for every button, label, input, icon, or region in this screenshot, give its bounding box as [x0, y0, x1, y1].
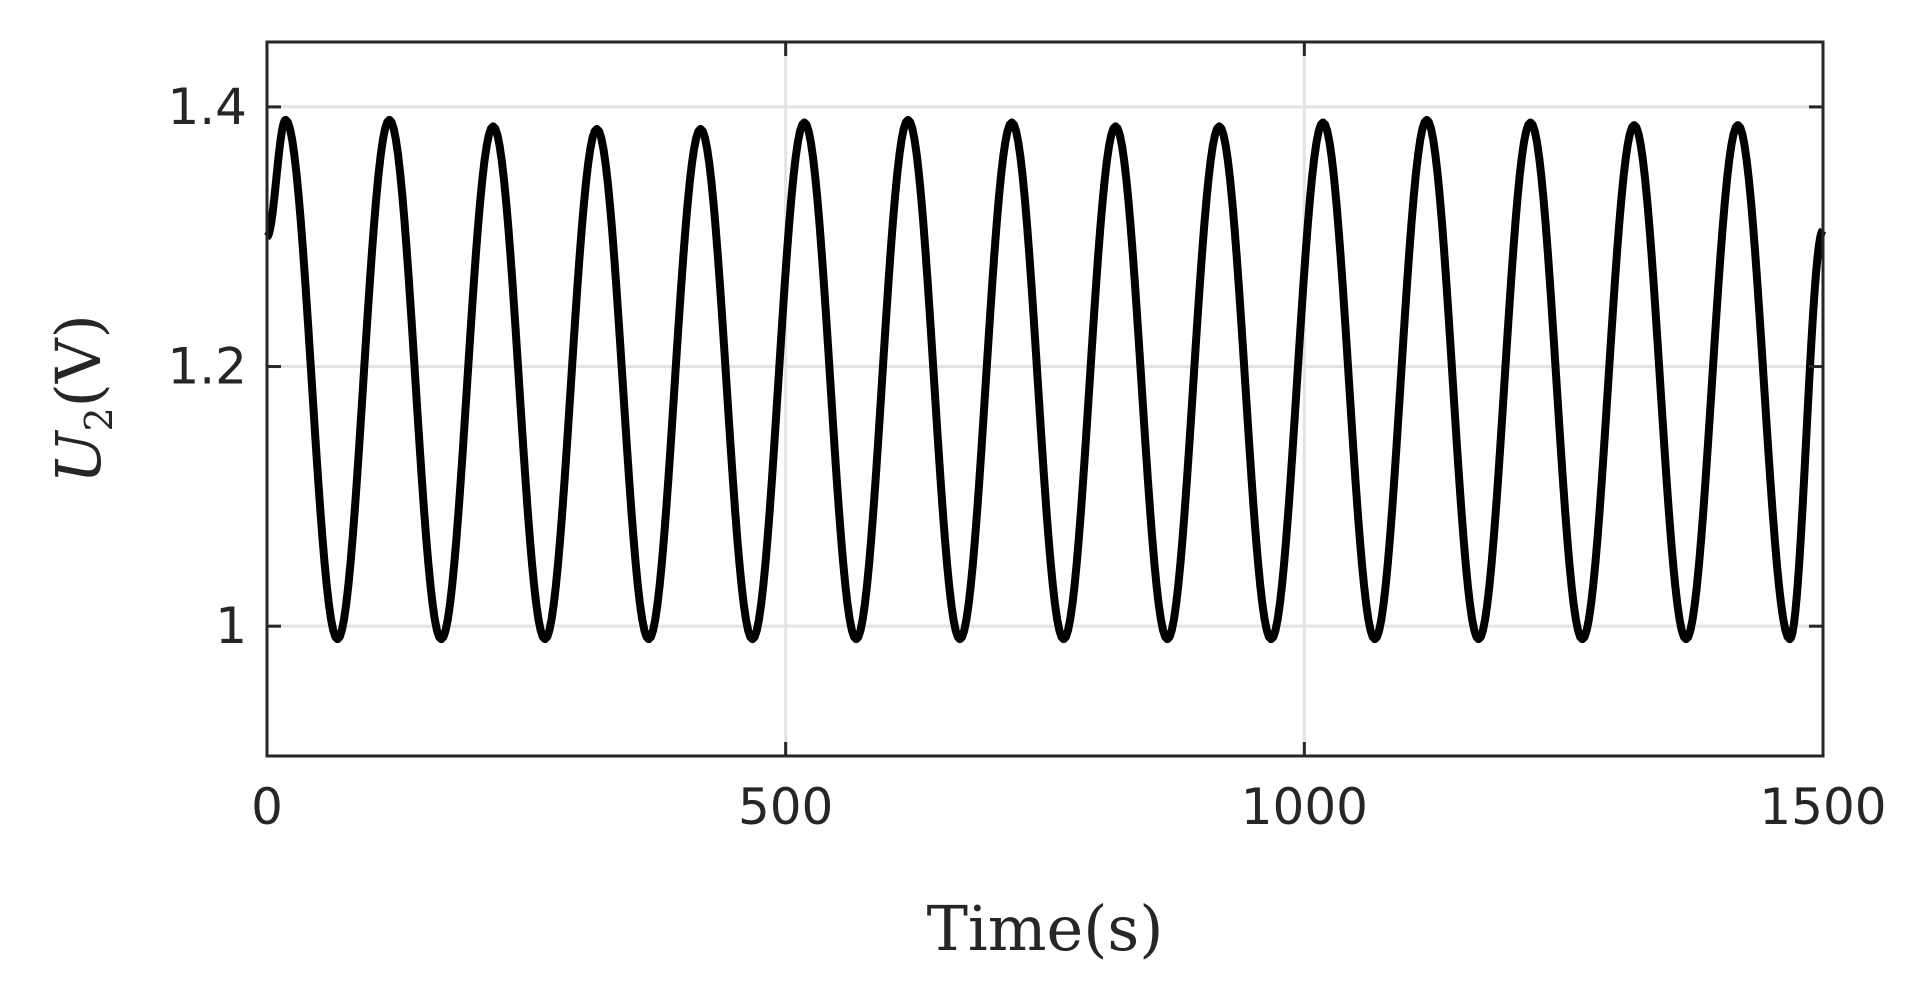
- y-axis-title-unit: (V): [42, 314, 115, 407]
- plot-lines: [263, 115, 1827, 644]
- y-axis-title-base: U: [42, 430, 115, 484]
- ticks: [265, 42, 1825, 756]
- y-tick-label: 1: [215, 597, 247, 655]
- x-tick-label: 500: [738, 778, 833, 836]
- x-tick-label: 1500: [1759, 778, 1886, 836]
- y-axis-title: U2(V): [42, 314, 121, 484]
- series-line: [263, 115, 1827, 644]
- y-tick-label: 1.2: [167, 338, 247, 396]
- plot-frame: [265, 40, 1825, 758]
- x-axis-title: Time(s): [927, 892, 1164, 965]
- tick-labels: 0 500 1000 1500 1 1.2 1.4: [167, 78, 1886, 836]
- y-tick-label: 1.4: [167, 78, 247, 136]
- x-tick-label: 0: [251, 778, 283, 836]
- y-axis-title-subscript: 2: [77, 407, 121, 431]
- x-tick-label: 1000: [1241, 778, 1368, 836]
